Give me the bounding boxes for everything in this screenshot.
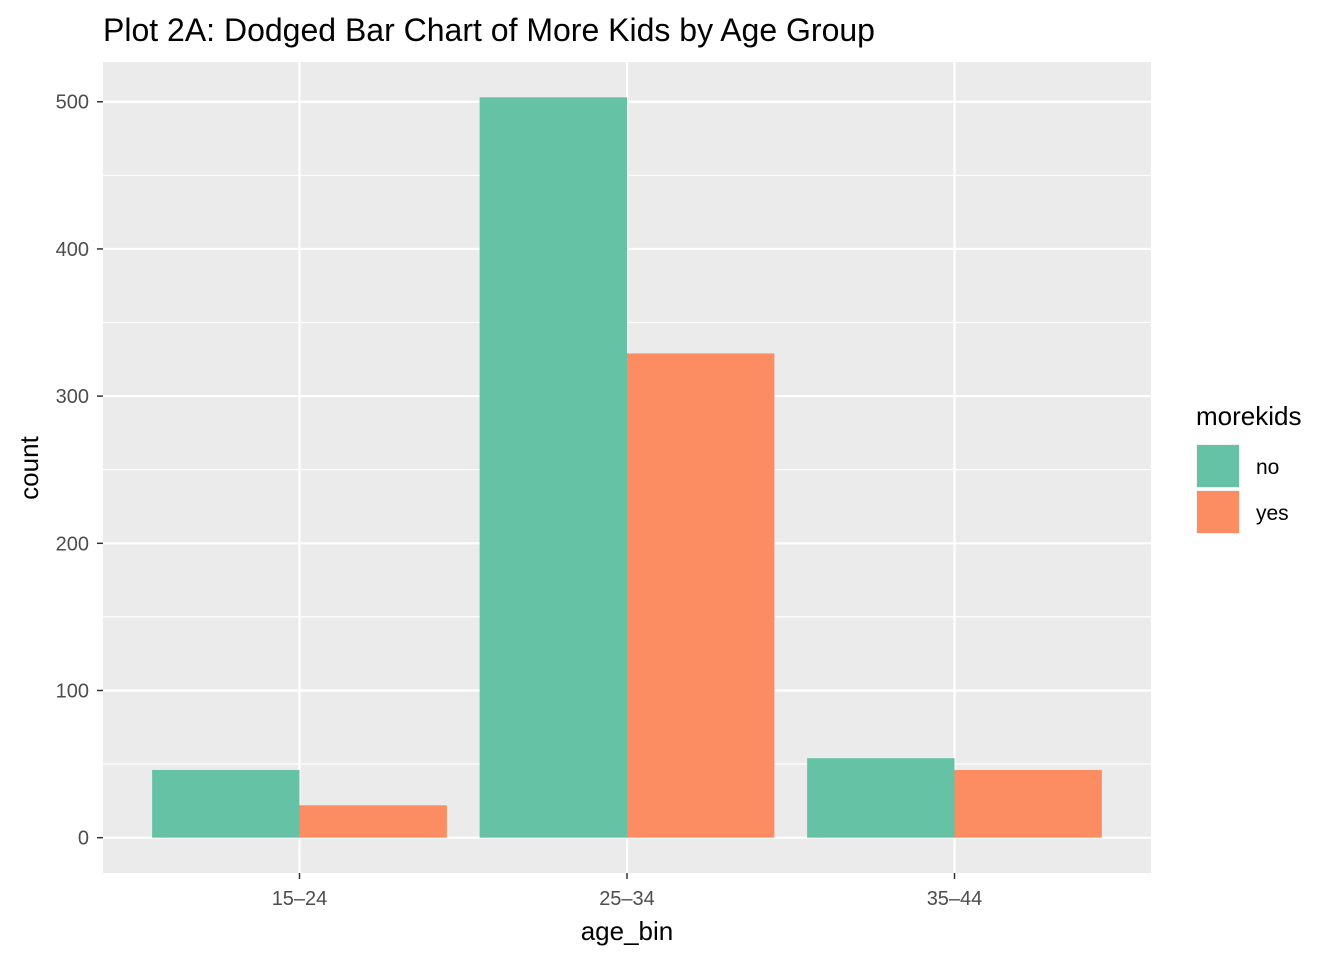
- legend-label-no: no: [1256, 456, 1279, 479]
- x-axis: 15–24 25–34 35–44: [272, 873, 983, 910]
- legend-items: no yes: [1196, 444, 1289, 534]
- legend-swatch-yes: [1197, 491, 1239, 533]
- bar-no-2: [807, 758, 955, 838]
- x-tick-label: 25–34: [599, 888, 655, 910]
- y-tick-label: 200: [56, 533, 89, 555]
- y-tick-label: 100: [56, 680, 89, 702]
- bar-yes-2: [954, 769, 1102, 838]
- bar-no-1: [479, 97, 627, 838]
- bar-no-0: [152, 769, 300, 838]
- y-tick-label: 500: [56, 92, 89, 114]
- y-tick-label: 300: [56, 386, 89, 408]
- x-axis-title: age_bin: [581, 916, 674, 946]
- y-axis-title: count: [14, 435, 44, 499]
- legend-title: morekids: [1196, 401, 1301, 431]
- legend-swatch-no: [1197, 445, 1239, 487]
- x-tick-label: 15–24: [272, 888, 328, 910]
- legend-label-yes: yes: [1256, 502, 1289, 525]
- y-tick-label: 400: [56, 239, 89, 261]
- bars: [152, 97, 1102, 838]
- chart-title: Plot 2A: Dodged Bar Chart of More Kids b…: [103, 12, 875, 48]
- bar-yes-1: [627, 353, 775, 838]
- x-tick-label: 35–44: [927, 888, 983, 910]
- bar-yes-0: [299, 805, 447, 838]
- y-axis: 0 100 200 300 400 500: [56, 92, 103, 850]
- legend: morekids no yes: [1196, 401, 1301, 534]
- y-tick-label: 0: [78, 828, 89, 850]
